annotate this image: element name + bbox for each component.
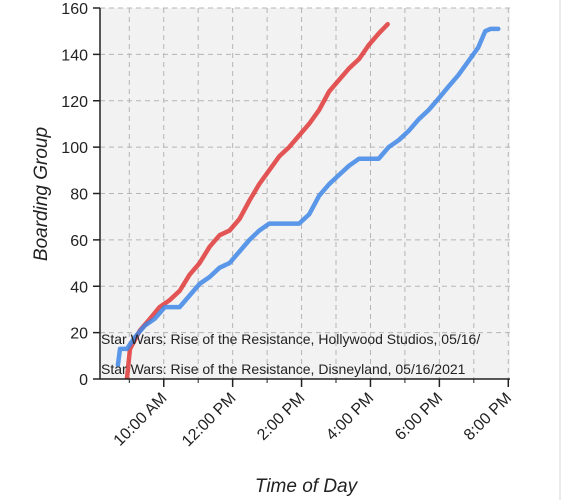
y-tick-label: 100 [61,140,88,157]
x-tick-label: 8:00 PM [461,390,515,444]
y-tick-label: 80 [70,187,88,204]
y-axis-label: Boarding Group [31,127,52,261]
x-tick-label: 10:00 AM [111,390,171,450]
y-tick-label: 120 [61,94,88,111]
x-tick-label: 12:00 PM [179,390,239,450]
y-tick-label: 0 [79,372,88,389]
series-line [115,26,501,368]
x-tick-label: 4:00 PM [323,390,377,444]
y-tick-label: 40 [70,279,88,296]
x-tick-label: 6:00 PM [392,390,446,444]
x-tick-label: 2:00 PM [254,390,308,444]
series-line [124,21,390,379]
x-axis-label: Time of Day [255,476,359,497]
legend-label: Star Wars: Rise of the Resistance, Holly… [101,331,480,347]
plot-area [100,8,510,379]
legend-label: Star Wars: Rise of the Resistance, Disne… [101,361,466,377]
y-tick-label: 20 [70,326,88,343]
y-tick-label: 160 [61,1,88,18]
y-tick-label: 140 [61,47,88,64]
y-tick-label: 60 [70,233,88,250]
